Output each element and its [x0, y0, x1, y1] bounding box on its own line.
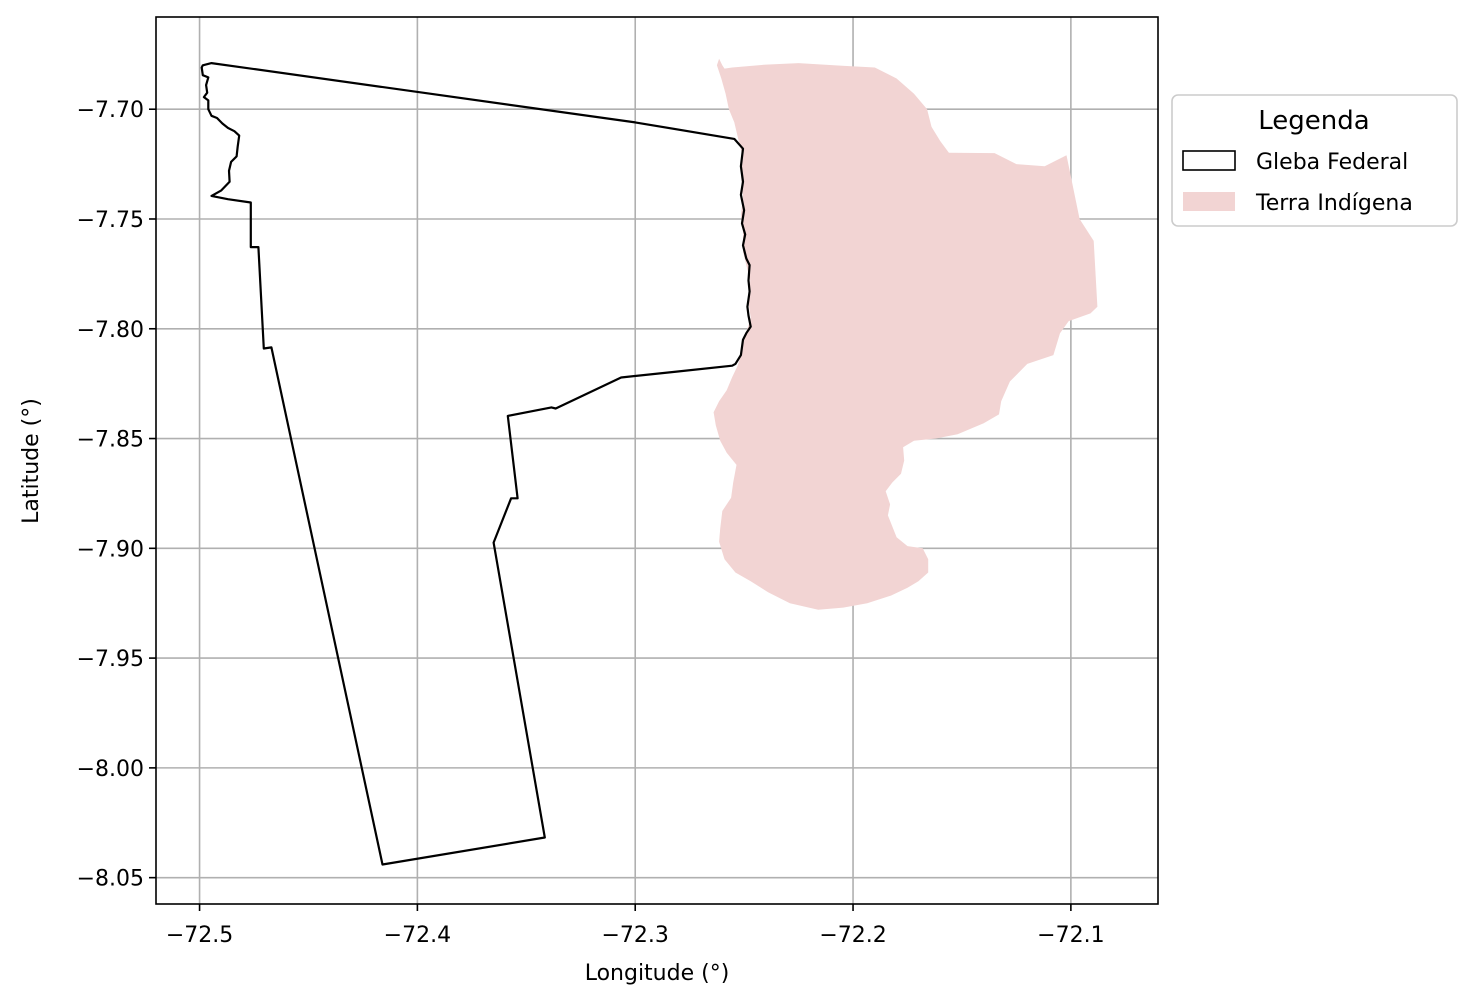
y-tick-label: −8.05	[77, 867, 144, 892]
legend-swatch-gleba-federal	[1182, 150, 1236, 171]
plot-frame	[155, 16, 1159, 905]
legend-frame	[1171, 94, 1458, 227]
polygon-layer	[200, 58, 1098, 866]
grid-layer	[156, 17, 1158, 904]
y-tick-label: −7.90	[77, 537, 144, 562]
plot-area	[155, 16, 1159, 905]
y-axis-label: Latitude (°)	[19, 398, 44, 524]
y-tick-label: −7.70	[77, 98, 144, 123]
y-axis: −7.70 −7.75 −7.80 −7.85 −7.90 −7.95 −8.00 −8.05	[77, 98, 156, 892]
legend: Legenda Gleba Federal Terra Indígena	[1171, 94, 1458, 227]
x-axis: −72.5 −72.4 −72.3 −72.2 −72.1	[166, 904, 1105, 948]
polygon-terra-indigena	[713, 58, 1098, 610]
y-tick-label: −7.85	[77, 428, 144, 453]
y-tick-label: −7.75	[77, 208, 144, 233]
y-tick-label: −7.95	[77, 647, 144, 672]
x-tick-label: −72.4	[384, 923, 451, 948]
x-tick-label: −72.2	[819, 923, 886, 948]
legend-label-gleba-federal: Gleba Federal	[1256, 150, 1408, 175]
legend-label-terra-indigena: Terra Indígena	[1255, 191, 1413, 216]
y-tick-label: −8.00	[77, 757, 144, 782]
polygon-gleba-federal	[200, 61, 752, 866]
x-tick-label: −72.3	[602, 923, 669, 948]
x-tick-label: −72.1	[1037, 923, 1104, 948]
x-axis-label: Longitude (°)	[585, 961, 730, 986]
legend-title: Legenda	[1258, 106, 1369, 136]
x-tick-label: −72.5	[166, 923, 233, 948]
legend-swatch-terra-indigena	[1183, 192, 1235, 211]
y-tick-label: −7.80	[77, 318, 144, 343]
plot-background	[156, 17, 1158, 904]
